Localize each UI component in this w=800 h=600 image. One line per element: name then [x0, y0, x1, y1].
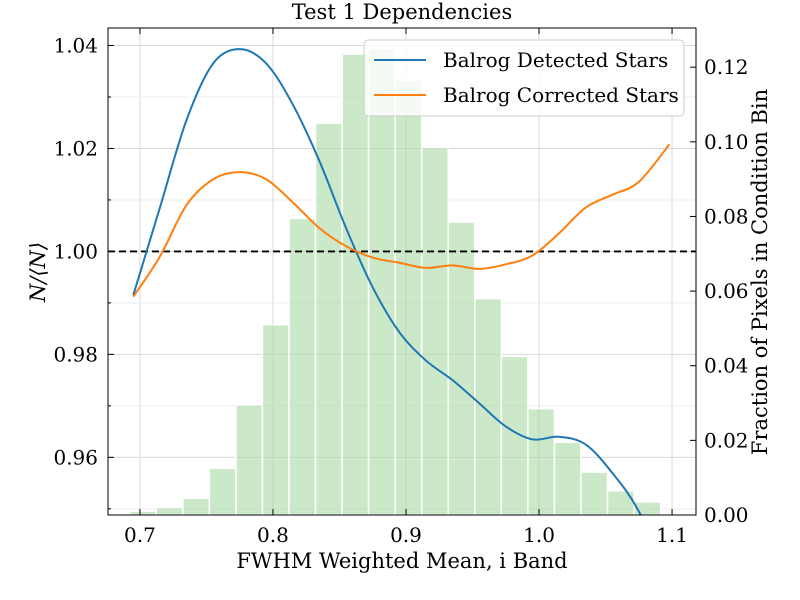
series-layer	[132, 48, 671, 515]
histogram-bar	[235, 404, 264, 515]
y-tick-label: 1.04	[53, 34, 98, 58]
y-right-axis-label: Fraction of Pixels in Condition Bin	[748, 89, 772, 455]
histogram-bar	[261, 323, 290, 515]
x-tick-label: 0.9	[390, 523, 422, 547]
histogram-bar	[341, 53, 370, 515]
histogram-bar	[367, 47, 396, 515]
histogram-bar	[208, 467, 237, 515]
x-tick-label: 1.1	[656, 523, 688, 547]
histogram-bar	[394, 79, 423, 515]
y-axis-label: N/⟨N⟩	[26, 242, 50, 303]
y-right-tick-label: 0.06	[704, 279, 749, 303]
y-tick-label: 1.00	[53, 239, 98, 263]
histogram-bar	[527, 407, 556, 515]
y-right-tick-label: 0.08	[704, 204, 749, 228]
series-line-1	[132, 143, 671, 298]
x-tick-label: 0.8	[257, 523, 289, 547]
y-tick-label: 0.98	[53, 342, 98, 366]
y-right-tick-label: 0.02	[704, 428, 749, 452]
ticks-layer: 0.7 0.8 0.9 1.0 1.1 0.96 0.98 1.00 1.02 1.04 0.00 0…	[53, 28, 749, 547]
histogram-bar	[553, 441, 582, 515]
plot-frame	[107, 27, 697, 516]
histogram-bar	[314, 122, 343, 515]
legend-frame	[363, 39, 685, 117]
histogram-bar	[288, 217, 317, 515]
histogram-bar	[580, 471, 609, 515]
y-right-tick-label: 0.10	[704, 130, 749, 154]
histogram-bar	[129, 510, 158, 515]
histogram-bar	[500, 355, 529, 515]
y-tick-label: 0.96	[53, 445, 98, 469]
histogram-bar	[182, 497, 211, 515]
chart-title: Test 1 Dependencies	[292, 0, 512, 24]
legend-label-corrected: Balrog Corrected Stars	[443, 83, 679, 107]
y-right-tick-label: 0.00	[704, 503, 749, 527]
histogram-bar	[155, 506, 184, 515]
histogram-bar	[420, 146, 450, 515]
y-tick-label: 1.02	[53, 136, 98, 160]
y-right-tick-label: 0.04	[704, 354, 749, 378]
histogram-bar	[606, 489, 635, 515]
x-axis-label: FWHM Weighted Mean, i Band	[236, 549, 567, 573]
legend: Balrog Detected Stars Balrog Corrected S…	[363, 39, 685, 117]
legend-label-detected: Balrog Detected Stars	[443, 48, 668, 72]
histogram-layer	[129, 47, 662, 515]
series-line-0	[132, 48, 642, 515]
histogram-bar	[474, 297, 503, 515]
y-right-tick-label: 0.12	[704, 55, 749, 79]
x-tick-label: 0.7	[124, 523, 156, 547]
x-tick-label: 1.0	[523, 523, 555, 547]
